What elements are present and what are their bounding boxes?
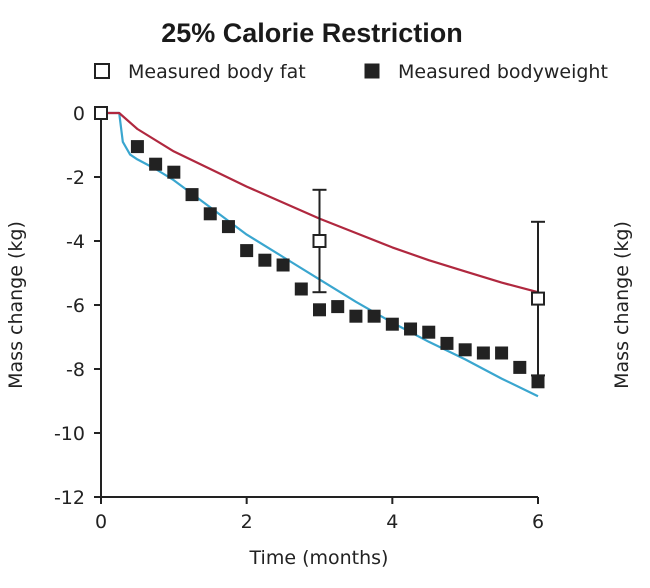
bodyweight-point bbox=[185, 188, 199, 202]
error-bars bbox=[312, 188, 545, 377]
body-fat-point bbox=[312, 234, 327, 248]
x-ticks: 0 2 4 6 bbox=[95, 497, 544, 533]
x-axis-label: Time (months) bbox=[249, 547, 389, 569]
y-tick-label: -12 bbox=[54, 487, 85, 509]
bodyweight-point bbox=[422, 325, 436, 339]
bodyweight-point bbox=[404, 322, 418, 336]
y-axis-label: Mass change (kg) bbox=[5, 221, 27, 389]
bodyweight-point bbox=[495, 346, 509, 360]
y-tick-label: -2 bbox=[66, 167, 85, 189]
y-ticks: 0 -2 -4 -6 -8 -10 -12 bbox=[54, 103, 101, 509]
legend-label-body-fat: Measured body fat bbox=[128, 61, 306, 83]
bodyweight-point bbox=[149, 157, 163, 171]
bodyweight-point bbox=[203, 207, 217, 221]
y-tick-label: -6 bbox=[66, 295, 85, 317]
bodyweight-point bbox=[221, 220, 235, 234]
bodyweight-point bbox=[440, 336, 454, 350]
model-curve-1 bbox=[101, 111, 539, 294]
markers bbox=[94, 106, 545, 389]
bodyweight-point bbox=[258, 253, 272, 267]
bodyweight-point bbox=[331, 300, 345, 314]
bodyweight-point bbox=[167, 165, 181, 179]
body-fat-point bbox=[531, 291, 545, 306]
y-tick-label: 0 bbox=[73, 103, 85, 125]
bodyweight-point bbox=[458, 343, 472, 357]
x-tick-label: 2 bbox=[241, 511, 253, 533]
legend-marker-bodyweight bbox=[364, 63, 380, 79]
legend-label-bodyweight: Measured bodyweight bbox=[398, 61, 608, 83]
bodyweight-point bbox=[367, 309, 381, 323]
legend-marker-body-fat bbox=[94, 63, 110, 79]
bodyweight-point bbox=[531, 375, 545, 389]
bodyweight-point bbox=[294, 282, 308, 296]
x-tick-label: 0 bbox=[95, 511, 107, 533]
bodyweight-point bbox=[240, 244, 254, 258]
legend: Measured body fat Measured bodyweight bbox=[94, 61, 608, 83]
x-tick-label: 4 bbox=[386, 511, 398, 533]
y-axis-label-right: Mass change (kg) bbox=[611, 221, 633, 389]
bodyweight-point bbox=[513, 360, 527, 374]
y-tick-label: -10 bbox=[54, 423, 85, 445]
bodyweight-point bbox=[130, 140, 144, 154]
bodyweight-point bbox=[276, 258, 290, 272]
bodyweight-point bbox=[313, 303, 326, 317]
x-tick-label: 6 bbox=[532, 511, 544, 533]
body-fat-point bbox=[94, 106, 108, 120]
chart-title: 25% Calorie Restriction bbox=[161, 18, 463, 48]
y-tick-label: -8 bbox=[66, 359, 85, 381]
bodyweight-point bbox=[476, 346, 490, 360]
bodyweight-point bbox=[385, 317, 399, 331]
y-tick-label: -4 bbox=[66, 231, 85, 253]
bodyweight-point bbox=[349, 309, 363, 323]
